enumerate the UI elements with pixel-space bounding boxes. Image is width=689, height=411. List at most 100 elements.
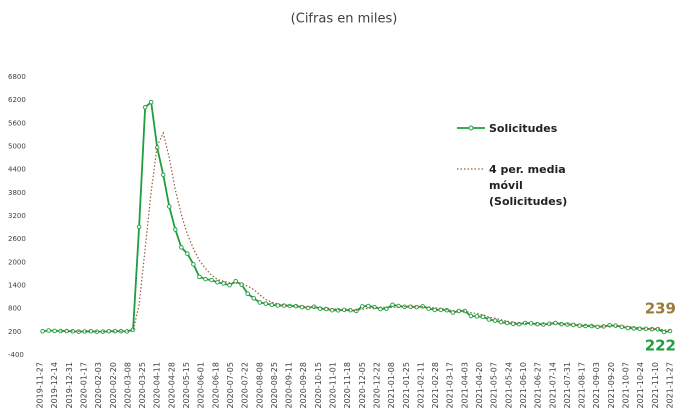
point [257, 300, 263, 305]
point [40, 329, 45, 334]
y-tick-label: 6800 [8, 73, 26, 81]
x-tick-label: 2021-04-20 [475, 362, 484, 409]
x-tick-label: 2021-02-28 [431, 362, 440, 409]
x-tick-label: 2021-02-11 [416, 362, 425, 409]
x-tick-label: 2020-03-25 [138, 362, 147, 409]
y-tick-label: 2000 [8, 258, 26, 266]
x-tick-label: 2020-09-28 [299, 362, 308, 409]
x-tick-label: 2020-08-08 [255, 362, 264, 409]
x-tick-label: 2020-12-05 [358, 362, 367, 409]
x-tick-label: 2020-03-08 [123, 362, 132, 409]
legend-item: 4 per. media móvil (Solicitudes) [456, 162, 577, 210]
point [414, 304, 419, 310]
x-tick-label: 2020-04-28 [167, 362, 176, 409]
series-line [60, 131, 671, 333]
point [197, 274, 202, 280]
x-tick-label: 2021-07-31 [563, 362, 572, 409]
point [354, 308, 359, 314]
x-tick-label: 2021-07-14 [548, 362, 557, 409]
y-tick-label: 3200 [8, 212, 26, 220]
point [52, 328, 57, 334]
point [142, 105, 148, 110]
y-tick-label: 1400 [8, 282, 26, 290]
x-tick-label: 2021-09-20 [607, 362, 616, 409]
point [233, 279, 238, 284]
x-tick-label: 2020-08-25 [270, 362, 279, 409]
x-tick-label: 2021-05-24 [504, 362, 513, 409]
x-tick-label: 2020-04-11 [153, 362, 162, 409]
x-tick-label: 2019-12-14 [50, 362, 59, 409]
legend-swatch [457, 168, 485, 170]
x-tick-label: 2020-07-22 [241, 362, 250, 409]
point [179, 245, 184, 250]
point [547, 321, 552, 326]
x-tick-label: 2021-10-24 [636, 362, 645, 409]
point [263, 301, 269, 306]
end-label: 222 [645, 337, 676, 355]
x-tick-label: 2020-06-18 [211, 362, 220, 409]
x-tick-label: 2021-08-17 [578, 362, 587, 409]
end-label: 239 [645, 300, 676, 318]
x-tick-label: 2021-05-07 [490, 362, 499, 409]
x-tick-label: 2020-02-03 [94, 362, 103, 409]
point [136, 224, 142, 230]
point [450, 310, 456, 315]
point [372, 304, 377, 310]
x-tick-label: 2021-09-03 [592, 362, 601, 409]
x-tick-label: 2020-10-15 [314, 362, 323, 409]
y-tick-label: 800 [8, 305, 21, 313]
legend-label: Solicitudes [489, 122, 558, 135]
x-tick-label: 2020-07-05 [226, 362, 235, 409]
y-tick-label: -400 [8, 351, 24, 359]
x-tick-label: 2019-12-31 [65, 362, 74, 409]
x-tick-label: 2019-11-27 [36, 362, 45, 409]
point [498, 319, 504, 325]
point [185, 251, 190, 256]
point [191, 262, 196, 267]
point [148, 99, 154, 105]
point [245, 291, 250, 297]
x-tick-label: 2021-01-25 [402, 362, 411, 409]
point [251, 295, 256, 301]
point [275, 303, 281, 308]
point [474, 314, 480, 319]
point [167, 204, 172, 209]
legend-label: 4 per. media móvil (Solicitudes) [489, 163, 568, 208]
point [215, 280, 220, 285]
x-tick-label: 2020-01-17 [79, 362, 88, 409]
point [221, 281, 226, 286]
x-tick-label: 2020-09-11 [285, 362, 294, 409]
x-tick-label: 2020-05-15 [182, 362, 191, 409]
legend-swatch [457, 125, 485, 131]
point [541, 322, 546, 327]
legend-item: Solicitudes [456, 121, 577, 137]
chart-subtitle: (Cifras en miles) [291, 12, 398, 27]
y-tick-label: 2600 [8, 235, 26, 243]
point [468, 313, 474, 319]
point [492, 318, 498, 323]
y-tick-label: 5600 [8, 119, 26, 127]
point [70, 329, 75, 334]
point [46, 328, 51, 333]
x-tick-label: 2020-12-22 [372, 362, 381, 409]
x-tick-label: 2021-06-10 [519, 362, 528, 409]
x-tick-label: 2021-04-03 [460, 362, 469, 409]
point [269, 302, 275, 308]
x-tick-label: 2021-03-17 [446, 362, 455, 409]
x-tick-label: 2021-01-08 [387, 362, 396, 409]
y-tick-label: 3800 [8, 189, 26, 197]
point [607, 323, 612, 328]
point [227, 282, 232, 288]
y-tick-label: 6200 [8, 96, 26, 104]
point [173, 227, 178, 232]
point [203, 276, 208, 282]
x-tick-label: 2020-02-20 [109, 362, 118, 409]
x-tick-label: 2020-11-18 [343, 362, 352, 409]
x-tick-label: 2020-11-01 [329, 362, 338, 409]
point [510, 321, 516, 326]
y-tick-label: 5000 [8, 143, 26, 151]
point [432, 307, 437, 313]
point [390, 302, 395, 308]
